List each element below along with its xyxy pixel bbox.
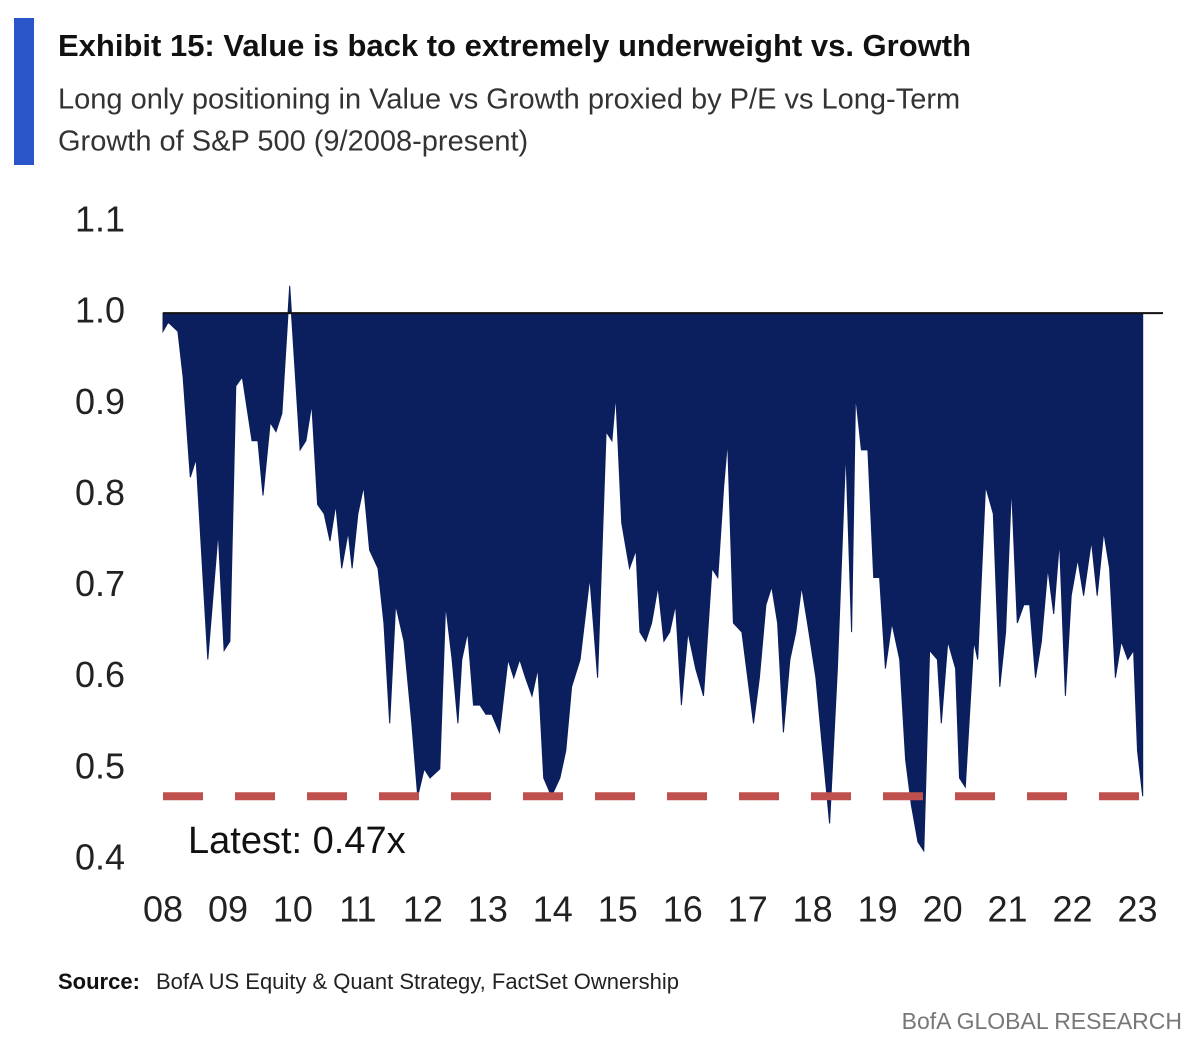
area [162, 285, 1144, 853]
source-label: Source: [58, 969, 140, 994]
chart-subtitle: Growth of S&P 500 (9/2008-present) [58, 126, 528, 158]
x-tick-label: 17 [728, 889, 768, 930]
chart-title: Exhibit 15: Value is back to extremely u… [58, 28, 971, 63]
y-tick-label: 1.1 [75, 199, 125, 240]
y-tick-label: 0.6 [75, 654, 125, 695]
x-tick-label: 19 [858, 889, 898, 930]
x-tick-label: 14 [533, 889, 573, 930]
y-tick-label: 0.8 [75, 472, 125, 513]
y-tick-label: 1.0 [75, 290, 125, 331]
x-tick-label: 22 [1053, 889, 1093, 930]
x-tick-label: 12 [403, 889, 443, 930]
branding: BofA GLOBAL RESEARCH [902, 1008, 1182, 1034]
x-tick-label: 16 [663, 889, 703, 930]
y-tick-label: 0.4 [75, 837, 125, 878]
x-tick-label: 18 [793, 889, 833, 930]
x-tick-label: 23 [1117, 889, 1157, 930]
x-tick-label: 11 [339, 889, 376, 930]
x-tick-label: 09 [208, 889, 248, 930]
x-tick-label: 15 [598, 889, 638, 930]
annotation: Latest: 0.47x [188, 820, 406, 862]
y-tick-label: 0.5 [75, 745, 125, 786]
x-tick-label: 08 [143, 889, 183, 930]
source-text: BofA US Equity & Quant Strategy, FactSet… [156, 969, 679, 994]
chart-subtitle: Long only positioning in Value vs Growth… [58, 84, 960, 116]
plot-area: 0.4 0.5 0.6 0.7 0.8 0.9 1.0 1.1 08 09 10 11 12 13 14 15… [75, 199, 1163, 930]
x-tick-label: 13 [468, 889, 508, 930]
x-tick-label: 21 [988, 889, 1028, 930]
x-tick-label: 10 [273, 889, 313, 930]
y-tick-label: 0.7 [75, 563, 125, 604]
x-tick-label: 20 [923, 889, 963, 930]
y-tick-label: 0.9 [75, 381, 125, 422]
accent-bar [14, 18, 34, 165]
